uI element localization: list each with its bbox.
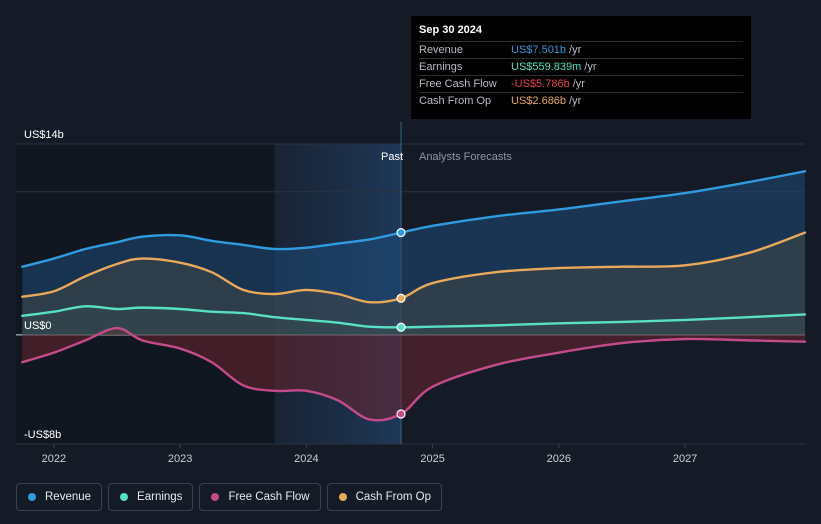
- tooltip-row-free-cash-flow: Free Cash Flow -US$5.786b /yr: [419, 75, 743, 92]
- forecast-label: Analysts Forecasts: [419, 151, 512, 163]
- revenue-dot-icon: [28, 493, 36, 501]
- legend: Revenue Earnings Free Cash Flow Cash Fro…: [16, 483, 443, 511]
- tooltip-label: Earnings: [419, 61, 463, 73]
- earnings-marker: [396, 322, 406, 332]
- tooltip: Sep 30 2024 Revenue US$7.501b /yr Earnin…: [411, 16, 751, 119]
- series-lines: [21, 170, 807, 422]
- tooltip-row-cash-from-op: Cash From Op US$2.686b /yr: [419, 92, 743, 109]
- legend-item-free-cash-flow[interactable]: Free Cash Flow: [199, 483, 321, 511]
- tooltip-date: Sep 30 2024: [419, 24, 482, 36]
- revenue-line: [21, 170, 807, 268]
- y-tick-label: US$14b: [24, 129, 64, 141]
- earnings-dot-icon: [120, 493, 129, 501]
- x-tick-label: 2025: [420, 453, 444, 465]
- legend-item-revenue[interactable]: Revenue: [16, 483, 103, 511]
- free-cash-flow-line: [21, 326, 807, 422]
- legend-label: Free Cash Flow: [228, 491, 310, 503]
- x-tick-label: 2023: [168, 453, 192, 465]
- legend-item-earnings[interactable]: Earnings: [108, 483, 194, 511]
- tooltip-unit: /yr: [569, 95, 582, 107]
- axis-ticks: US$14b US$0 -US$8b 2022 2023 2024 2025 2026 2027: [24, 129, 697, 465]
- free-cash-flow-marker: [396, 409, 406, 419]
- legend-label: Cash From Op: [355, 491, 432, 503]
- earnings-line: [21, 305, 807, 329]
- x-tick-label: 2026: [547, 453, 571, 465]
- tooltip-value: US$559.839m: [511, 61, 582, 73]
- past-label: Past: [381, 151, 403, 163]
- revenue-area: [22, 171, 805, 335]
- tooltip-value: US$2.686b: [511, 95, 567, 107]
- tooltip-row-revenue: Revenue US$7.501b /yr: [419, 41, 743, 58]
- x-tick-label: 2024: [294, 453, 318, 465]
- legend-label: Revenue: [45, 491, 92, 503]
- tooltip-unit: /yr: [569, 44, 582, 56]
- cash-from-op-line: [21, 231, 807, 304]
- free-cash-flow-area: [22, 328, 805, 421]
- y-tick-label: -US$8b: [24, 429, 61, 441]
- legend-item-cash-from-op[interactable]: Cash From Op: [326, 483, 443, 511]
- tooltip-value: -US$5.786b: [511, 78, 570, 90]
- x-tick-label: 2022: [42, 453, 66, 465]
- free-cash-flow-dot-icon: [211, 493, 220, 501]
- tooltip-unit: /yr: [584, 61, 597, 73]
- cash-from-op-dot-icon: [338, 493, 347, 501]
- tooltip-label: Cash From Op: [419, 95, 492, 107]
- series-areas: [22, 171, 805, 421]
- tooltip-unit: /yr: [572, 78, 585, 90]
- y-tick-label: US$0: [24, 320, 52, 332]
- tooltip-label: Free Cash Flow: [419, 78, 497, 90]
- legend-label: Earnings: [137, 491, 183, 503]
- tooltip-label: Revenue: [419, 44, 464, 56]
- cash-from-op-area: [22, 232, 805, 335]
- revenue-marker: [396, 228, 406, 238]
- tooltip-value: US$7.501b: [511, 44, 567, 56]
- earnings-area: [22, 306, 805, 335]
- x-tick-label: 2027: [673, 453, 697, 465]
- cash-from-op-marker: [396, 293, 406, 303]
- hover-markers: [396, 228, 406, 419]
- tooltip-row-earnings: Earnings US$559.839m /yr: [419, 58, 743, 75]
